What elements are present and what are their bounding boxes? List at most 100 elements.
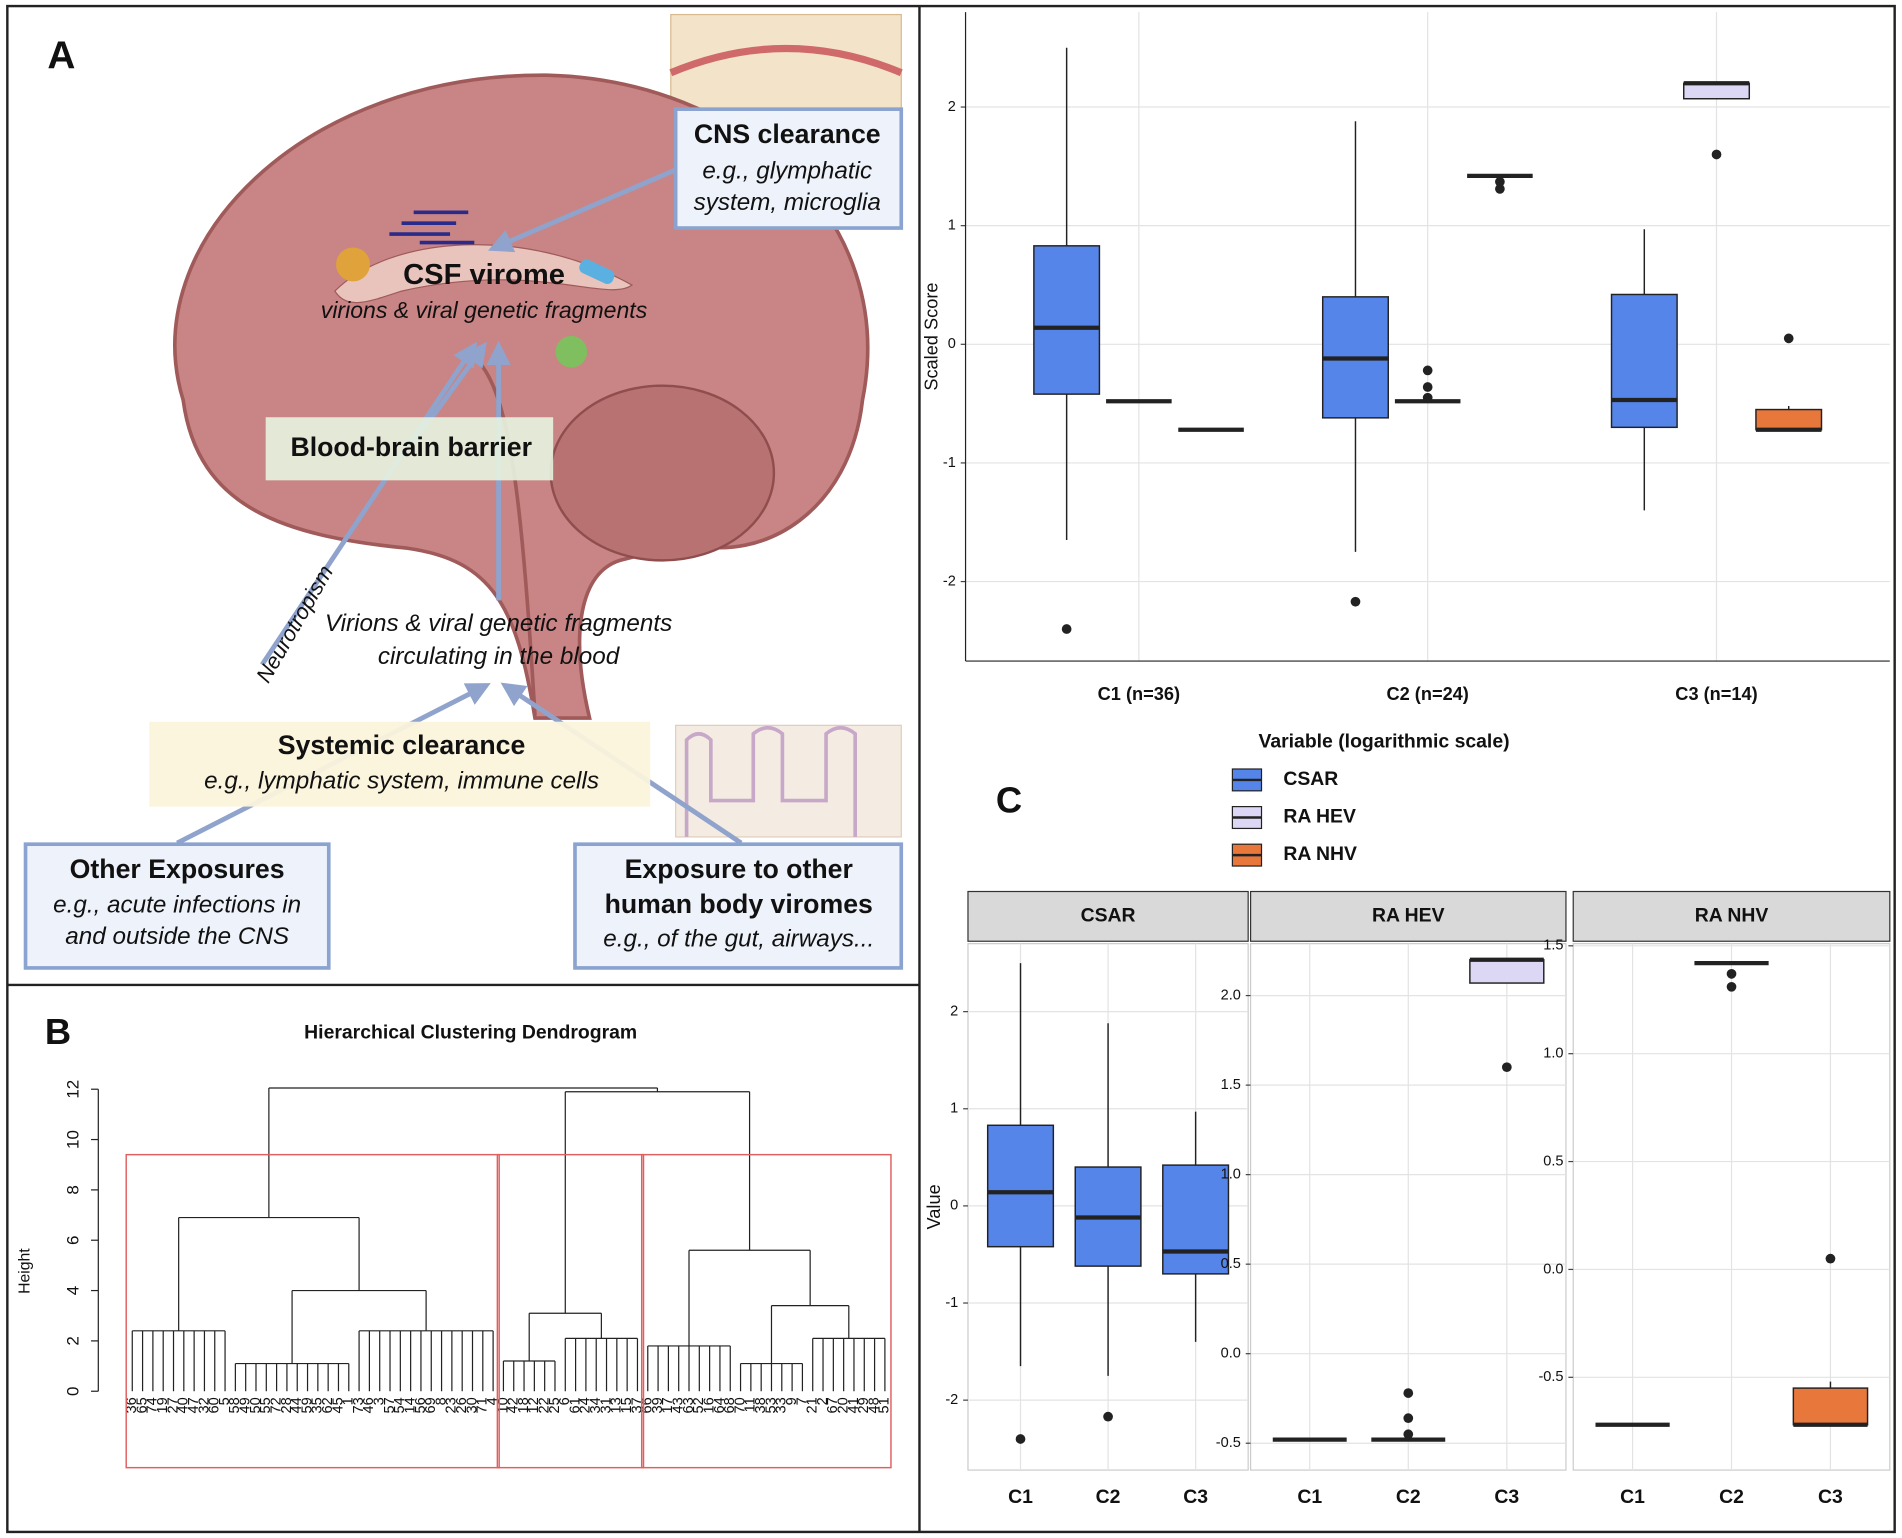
box-chart: -0.5 0.0 0.5 1.0 1.5 C1 C2 C3 RA NHV — [1538, 890, 1891, 1508]
leaf-label: 19 — [155, 1397, 171, 1413]
leaf-label: 34 — [588, 1397, 604, 1413]
x-tick-label: C1 — [1620, 1486, 1645, 1508]
x-tick-label: C2 — [1719, 1486, 1744, 1508]
box-title: human body viromes — [605, 889, 873, 919]
leaf-label: 47 — [186, 1397, 202, 1413]
leaf-label: 6 — [557, 1397, 573, 1405]
leaf-label: 50 — [248, 1397, 264, 1413]
meninges — [669, 44, 903, 77]
y-tick-label: 6 — [64, 1236, 83, 1245]
virion — [555, 335, 588, 368]
facet-strip — [1249, 890, 1567, 942]
leaf-label: 15 — [619, 1397, 635, 1413]
leaf-label: 5 — [217, 1397, 233, 1405]
y-tick-label: -2 — [945, 1392, 958, 1408]
box-chart: -2 -1 0 1 2 C1 (n=36) C2 (n=24) C3 (n=14) Scaled… — [922, 12, 1890, 867]
y-tick-label: 0 — [950, 1198, 958, 1214]
x-tick-label: C1 (n=36) — [1098, 684, 1180, 704]
legend-label: RA HEV — [1283, 806, 1356, 828]
leaf-label: 43 — [671, 1397, 687, 1413]
leaf-label: 38 — [753, 1397, 769, 1413]
panel-label: B — [45, 1011, 71, 1052]
outlier — [1015, 1434, 1026, 1444]
leaf-label: 40 — [176, 1397, 192, 1413]
panel-label: C — [996, 780, 1022, 821]
leaf-label: 33 — [774, 1397, 790, 1413]
x-tick-label: C3 — [1183, 1486, 1208, 1508]
leaf-label: 8 — [433, 1397, 449, 1405]
dendrogram-title: Hierarchical Clustering Dendrogram — [304, 1022, 637, 1044]
leaf-label: 26 — [454, 1397, 470, 1413]
box-title: Exposure to other — [625, 854, 853, 884]
leaf-label: 1 — [341, 1397, 357, 1405]
leaf-label: 9 — [784, 1397, 800, 1405]
label-box — [673, 107, 904, 230]
facet-title: RA HEV — [1372, 904, 1445, 926]
leaf-label: 35 — [310, 1397, 326, 1413]
leaf-label: 64 — [712, 1397, 728, 1413]
box — [1033, 245, 1101, 395]
x-tick-label: C3 — [1494, 1486, 1519, 1508]
leaf-label: 70 — [732, 1397, 748, 1413]
leaf-label: 36 — [124, 1397, 140, 1413]
leaf-label: 20 — [835, 1397, 851, 1413]
y-tick-label: 0.0 — [1221, 1346, 1241, 1362]
leaf-label: 4 — [485, 1397, 501, 1405]
outlier — [1422, 365, 1433, 376]
axis-label: Height — [17, 1248, 34, 1294]
leaf-label: 30 — [464, 1397, 480, 1413]
y-tick-label: 4 — [64, 1286, 83, 1295]
y-tick-label: 2.0 — [1221, 987, 1241, 1003]
y-tick-label: 1.0 — [1221, 1166, 1241, 1182]
leaf-label: 54 — [392, 1397, 408, 1413]
outlier — [1495, 184, 1505, 194]
box — [1683, 82, 1751, 100]
outlier — [1403, 1429, 1414, 1440]
leaf-label: 13 — [609, 1397, 625, 1413]
leaf-label: 71 — [475, 1397, 491, 1413]
outlier — [1501, 1062, 1512, 1073]
box-chart: -0.5 0.0 0.5 1.0 1.5 2.0 C1 C2 C3 RA HEV — [1216, 890, 1567, 1508]
y-tick-label: -1 — [945, 1295, 958, 1311]
arrow — [260, 341, 478, 667]
leaf-label: 24 — [578, 1397, 594, 1413]
y-axis-label: Scaled Score — [922, 282, 942, 390]
box-title: CNS clearance — [694, 119, 881, 149]
y-tick-label: -2 — [943, 573, 956, 589]
y-tick-label: 0 — [948, 336, 956, 352]
label-text: e.g., lymphatic system, immune cells — [204, 768, 599, 795]
outlier — [1422, 382, 1433, 392]
corpus-callosum — [334, 244, 634, 304]
outlier — [1726, 969, 1737, 979]
leaf-label: 45 — [330, 1397, 346, 1413]
y-tick-label: 8 — [64, 1185, 83, 1194]
box — [1469, 959, 1545, 984]
gut-inset — [675, 724, 902, 838]
label-box — [265, 417, 554, 481]
box — [1162, 1164, 1230, 1275]
leaf-label: 69 — [423, 1397, 439, 1413]
leaf-label: 21 — [805, 1397, 821, 1413]
cerebellum — [549, 384, 776, 562]
leaf-label: 39 — [650, 1397, 666, 1413]
outlier — [1350, 596, 1361, 607]
leaf-label: 29 — [856, 1397, 872, 1413]
box-charts: -2 -1 0 1 2 C1 (n=36) C2 (n=24) C3 (n=14) Scaled… — [922, 12, 1891, 1508]
gut-villi — [684, 725, 857, 837]
leaf-label: 62 — [320, 1397, 336, 1413]
y-tick-label: 0.5 — [1543, 1153, 1563, 1169]
x-tick-label: C1 — [1297, 1486, 1322, 1508]
y-tick-label: 0 — [64, 1387, 83, 1396]
y-tick-label: 0.0 — [1543, 1261, 1563, 1277]
leaf-label: 3 — [372, 1397, 388, 1405]
label-box — [23, 842, 331, 970]
outlier — [1422, 392, 1433, 403]
box — [1610, 293, 1678, 429]
outlier — [1061, 624, 1072, 634]
y-tick-label: 2 — [948, 99, 956, 115]
leaf-label: 14 — [402, 1397, 418, 1413]
viral-fragments — [389, 210, 475, 245]
label-title: Blood-brain barrier — [290, 432, 532, 462]
